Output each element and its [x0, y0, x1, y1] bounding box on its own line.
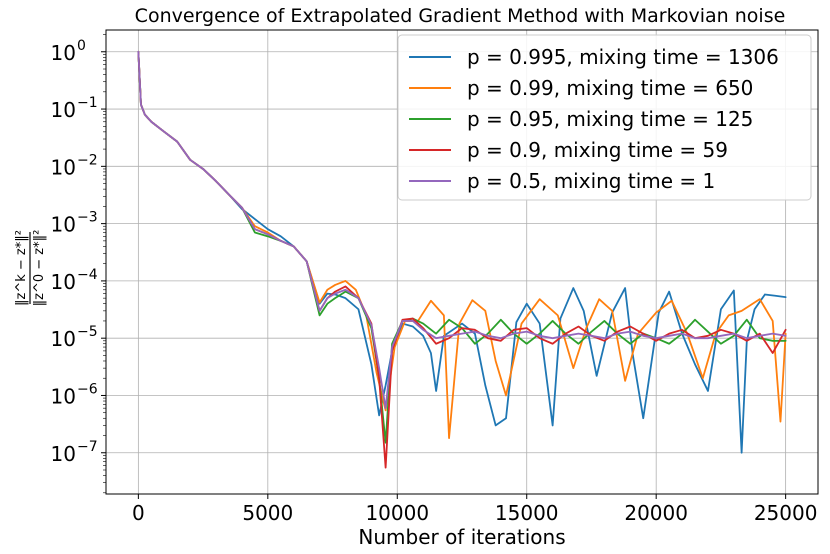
y-tick-exponent: −1: [77, 95, 98, 111]
legend-label-2: p = 0.99, mixing time = 650: [467, 76, 753, 100]
grid: [106, 30, 818, 494]
legend-label-4: p = 0.9, mixing time = 59: [467, 138, 728, 162]
legend-label-3: p = 0.95, mixing time = 125: [467, 107, 753, 131]
y-tick-exponent: −6: [77, 381, 98, 397]
x-tick-label: 15000: [495, 501, 559, 525]
y-axis-label: ‖z^k − z*‖² ‖z^0 − z*‖²: [14, 230, 47, 307]
x-axis-label: Number of iterations: [358, 525, 565, 549]
y-tick-exponent: 0: [77, 38, 86, 54]
x-tick-label: 5000: [242, 501, 293, 525]
y-tick-label: 10: [51, 442, 76, 466]
y-tick-label: 10: [51, 384, 76, 408]
legend-box: [397, 34, 812, 201]
y-tick-exponent: −2: [77, 152, 98, 168]
legend: p = 0.995, mixing time = 1306 p = 0.99, m…: [397, 34, 812, 201]
x-tick-label: 20000: [624, 501, 688, 525]
y-tick-label: 10: [51, 98, 76, 122]
x-tick-label: 25000: [754, 501, 818, 525]
x-tick-label: 10000: [365, 501, 429, 525]
y-axis-label-denominator: ‖z^0 − z*‖²: [32, 230, 47, 307]
y-tick-exponent: −3: [77, 210, 98, 226]
x-tick-label: 0: [132, 501, 145, 525]
y-tick-label: 10: [51, 327, 76, 351]
y-tick-label: 10: [51, 213, 76, 237]
legend-label-1: p = 0.995, mixing time = 1306: [467, 45, 779, 69]
legend-label-5: p = 0.5, mixing time = 1: [467, 169, 715, 193]
plot-frame: [105, 29, 819, 495]
y-tick-label: 10: [51, 41, 76, 65]
chart-title: Convergence of Extrapolated Gradient Met…: [135, 5, 786, 27]
y-axis-label-numerator: ‖z^k − z*‖²: [14, 230, 29, 306]
y-tick-exponent: −7: [77, 439, 98, 455]
series-line-5: [137, 50, 787, 410]
y-tick-exponent: −4: [77, 267, 98, 283]
series-layer: [137, 50, 787, 469]
y-tick-exponent: −5: [77, 324, 98, 340]
y-tick-label: 10: [51, 270, 76, 294]
y-tick-label: 10: [51, 155, 76, 179]
